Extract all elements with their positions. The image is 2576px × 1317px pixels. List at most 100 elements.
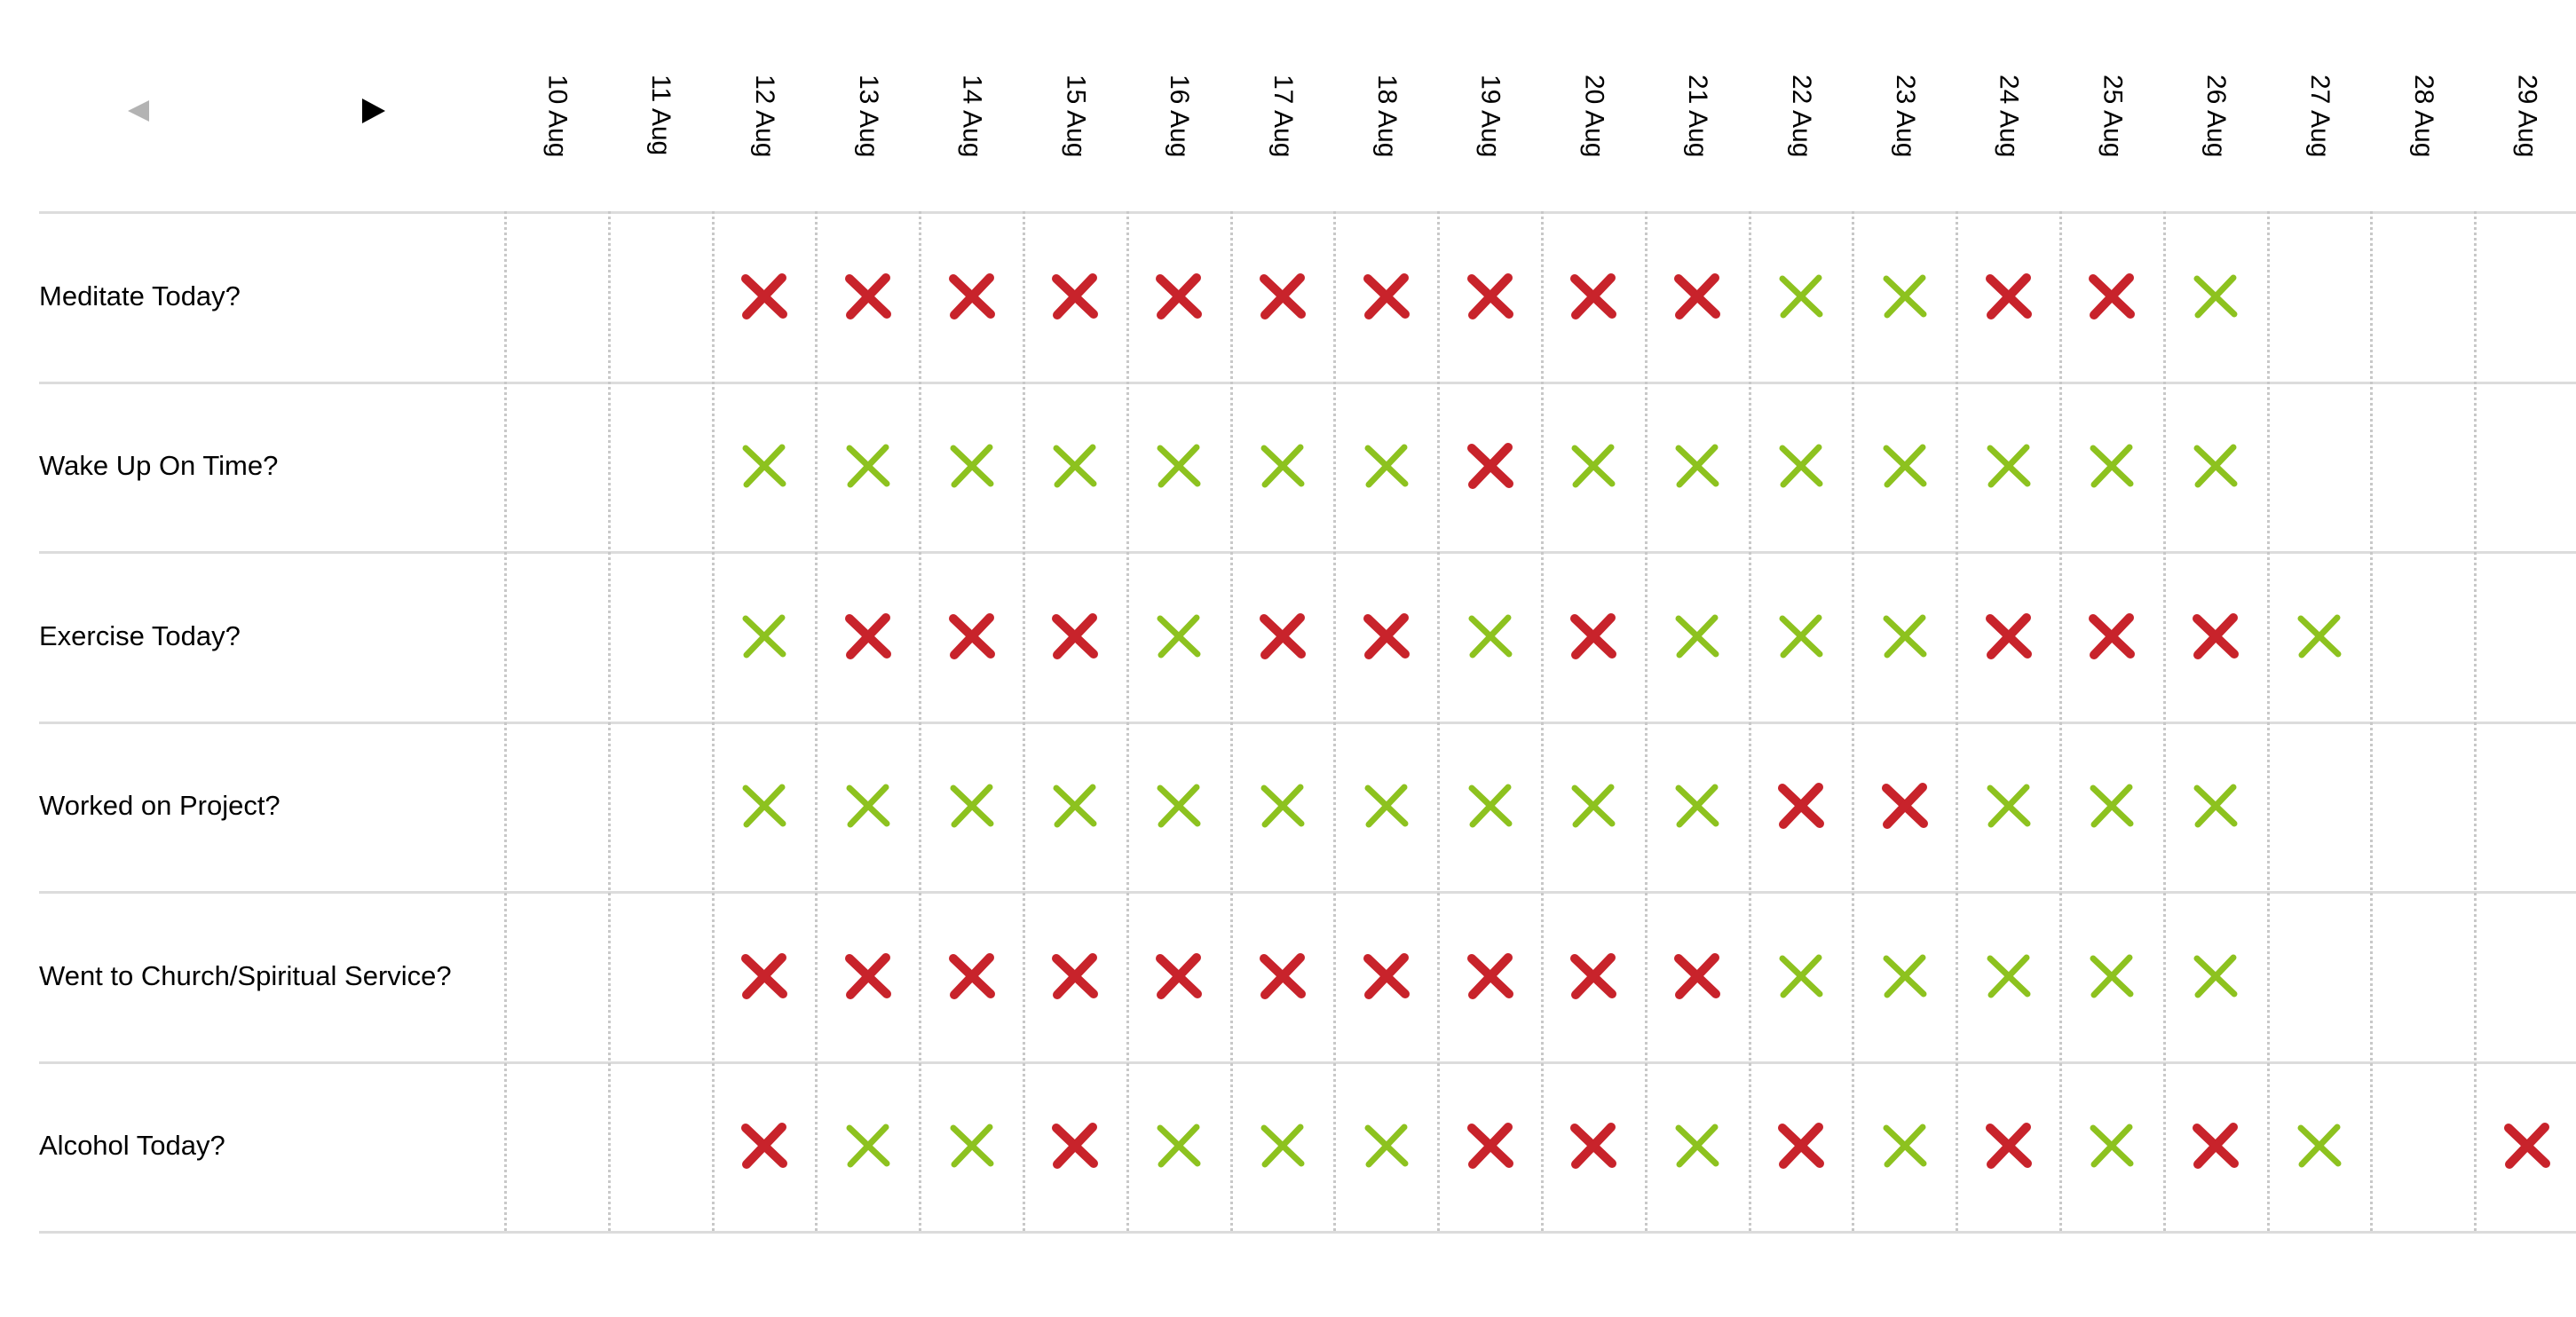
empty-day-cell[interactable] [531,440,582,492]
cross-no-icon[interactable] [1465,440,1516,492]
empty-day-cell[interactable] [635,780,686,832]
empty-day-cell[interactable] [531,1120,582,1171]
cross-no-icon[interactable] [739,271,790,322]
check-yes-icon[interactable] [2190,440,2241,492]
cross-no-icon[interactable] [1671,271,1723,322]
check-yes-icon[interactable] [1361,440,1412,492]
empty-day-cell[interactable] [635,440,686,492]
cross-no-icon[interactable] [1568,611,1619,662]
cross-no-icon[interactable] [1361,950,1412,1002]
check-yes-icon[interactable] [2190,271,2241,322]
check-yes-icon[interactable] [1775,271,1827,322]
check-yes-icon[interactable] [1257,440,1308,492]
empty-day-cell[interactable] [531,611,582,662]
cross-no-icon[interactable] [2190,611,2241,662]
check-yes-icon[interactable] [2294,1120,2345,1171]
check-yes-icon[interactable] [1153,440,1205,492]
check-yes-icon[interactable] [946,440,998,492]
empty-day-cell[interactable] [2398,1120,2449,1171]
cross-no-icon[interactable] [1983,271,2035,322]
empty-day-cell[interactable] [531,780,582,832]
cross-no-icon[interactable] [1465,1120,1516,1171]
empty-day-cell[interactable] [2294,780,2345,832]
check-yes-icon[interactable] [1257,1120,1308,1171]
check-yes-icon[interactable] [1879,611,1931,662]
check-yes-icon[interactable] [1671,440,1723,492]
check-yes-icon[interactable] [1983,780,2035,832]
check-yes-icon[interactable] [1568,440,1619,492]
cross-no-icon[interactable] [1671,950,1723,1002]
empty-day-cell[interactable] [2501,611,2553,662]
check-yes-icon[interactable] [1775,611,1827,662]
cross-no-icon[interactable] [1879,780,1931,832]
cross-no-icon[interactable] [946,950,998,1002]
check-yes-icon[interactable] [842,1120,894,1171]
cross-no-icon[interactable] [1568,1120,1619,1171]
cross-no-icon[interactable] [1983,1120,2035,1171]
check-yes-icon[interactable] [1983,950,2035,1002]
empty-day-cell[interactable] [635,611,686,662]
empty-day-cell[interactable] [2501,780,2553,832]
cross-no-icon[interactable] [1049,950,1101,1002]
check-yes-icon[interactable] [946,1120,998,1171]
check-yes-icon[interactable] [1775,440,1827,492]
empty-day-cell[interactable] [2398,611,2449,662]
check-yes-icon[interactable] [1879,1120,1931,1171]
check-yes-icon[interactable] [2086,780,2137,832]
empty-day-cell[interactable] [2294,950,2345,1002]
empty-day-cell[interactable] [2501,950,2553,1002]
check-yes-icon[interactable] [1879,271,1931,322]
cross-no-icon[interactable] [842,271,894,322]
check-yes-icon[interactable] [1153,780,1205,832]
check-yes-icon[interactable] [842,780,894,832]
check-yes-icon[interactable] [842,440,894,492]
check-yes-icon[interactable] [946,780,998,832]
check-yes-icon[interactable] [2190,950,2241,1002]
check-yes-icon[interactable] [1879,440,1931,492]
cross-no-icon[interactable] [2086,271,2137,322]
cross-no-icon[interactable] [739,1120,790,1171]
cross-no-icon[interactable] [1153,271,1205,322]
check-yes-icon[interactable] [739,611,790,662]
empty-day-cell[interactable] [2398,780,2449,832]
cross-no-icon[interactable] [739,950,790,1002]
check-yes-icon[interactable] [1361,1120,1412,1171]
cross-no-icon[interactable] [2086,611,2137,662]
cross-no-icon[interactable] [1465,271,1516,322]
cross-no-icon[interactable] [1568,271,1619,322]
check-yes-icon[interactable] [1775,950,1827,1002]
empty-day-cell[interactable] [531,950,582,1002]
check-yes-icon[interactable] [1983,440,2035,492]
check-yes-icon[interactable] [2294,611,2345,662]
empty-day-cell[interactable] [2501,440,2553,492]
empty-day-cell[interactable] [2501,271,2553,322]
empty-day-cell[interactable] [2398,950,2449,1002]
check-yes-icon[interactable] [1671,611,1723,662]
check-yes-icon[interactable] [1049,780,1101,832]
cross-no-icon[interactable] [1049,1120,1101,1171]
cross-no-icon[interactable] [2501,1120,2553,1171]
cross-no-icon[interactable] [1361,271,1412,322]
check-yes-icon[interactable] [1671,780,1723,832]
check-yes-icon[interactable] [1568,780,1619,832]
empty-day-cell[interactable] [635,271,686,322]
cross-no-icon[interactable] [1153,950,1205,1002]
check-yes-icon[interactable] [2086,1120,2137,1171]
cross-no-icon[interactable] [842,950,894,1002]
cross-no-icon[interactable] [1361,611,1412,662]
check-yes-icon[interactable] [1671,1120,1723,1171]
cross-no-icon[interactable] [2190,1120,2241,1171]
check-yes-icon[interactable] [2190,780,2241,832]
check-yes-icon[interactable] [1257,780,1308,832]
cross-no-icon[interactable] [1775,1120,1827,1171]
cross-no-icon[interactable] [1257,611,1308,662]
cross-no-icon[interactable] [1568,950,1619,1002]
next-week-button[interactable] [355,93,391,129]
check-yes-icon[interactable] [1465,780,1516,832]
cross-no-icon[interactable] [946,271,998,322]
cross-no-icon[interactable] [1257,950,1308,1002]
cross-no-icon[interactable] [1257,271,1308,322]
check-yes-icon[interactable] [739,440,790,492]
check-yes-icon[interactable] [2086,950,2137,1002]
empty-day-cell[interactable] [2294,271,2345,322]
